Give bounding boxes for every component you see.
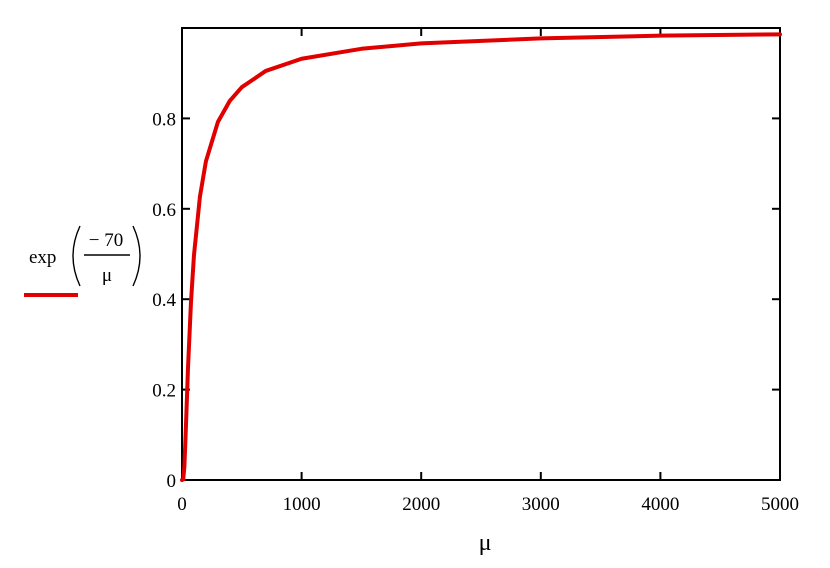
- y-tick-label-4: 0.8: [152, 109, 176, 130]
- y-tick-label-1: 0.2: [152, 381, 176, 402]
- x-axis-label: μ: [479, 530, 492, 556]
- y-label-denominator: μ: [102, 265, 112, 286]
- y-tick-label-0: 0: [167, 471, 177, 492]
- y-label-close-paren: [132, 225, 141, 287]
- series-layer: [180, 32, 782, 482]
- x-axis-ticks: 0 1000 2000 3000 4000 5000: [177, 28, 799, 515]
- x-tick-label-3: 3000: [522, 494, 560, 515]
- plot-area-frame: [181, 27, 781, 481]
- x-tick-label-2: 2000: [402, 494, 440, 515]
- x-tick-label-0: 0: [177, 494, 187, 515]
- x-tick-label-1: 1000: [283, 494, 321, 515]
- y-tick-label-2: 0.4: [152, 290, 176, 311]
- y-tick-label-3: 0.6: [152, 200, 176, 221]
- y-label-open-paren: [72, 225, 81, 287]
- y-label-func: exp: [29, 247, 56, 268]
- x-tick-label-4: 4000: [641, 494, 679, 515]
- y-axis-label: exp − 70 μ: [24, 225, 141, 297]
- x-tick-label-5: 5000: [761, 494, 799, 515]
- y-axis-ticks: 0 0.2 0.4 0.6 0.8: [152, 109, 780, 492]
- series-line-0: [180, 32, 782, 482]
- y-label-numerator: − 70: [89, 230, 123, 251]
